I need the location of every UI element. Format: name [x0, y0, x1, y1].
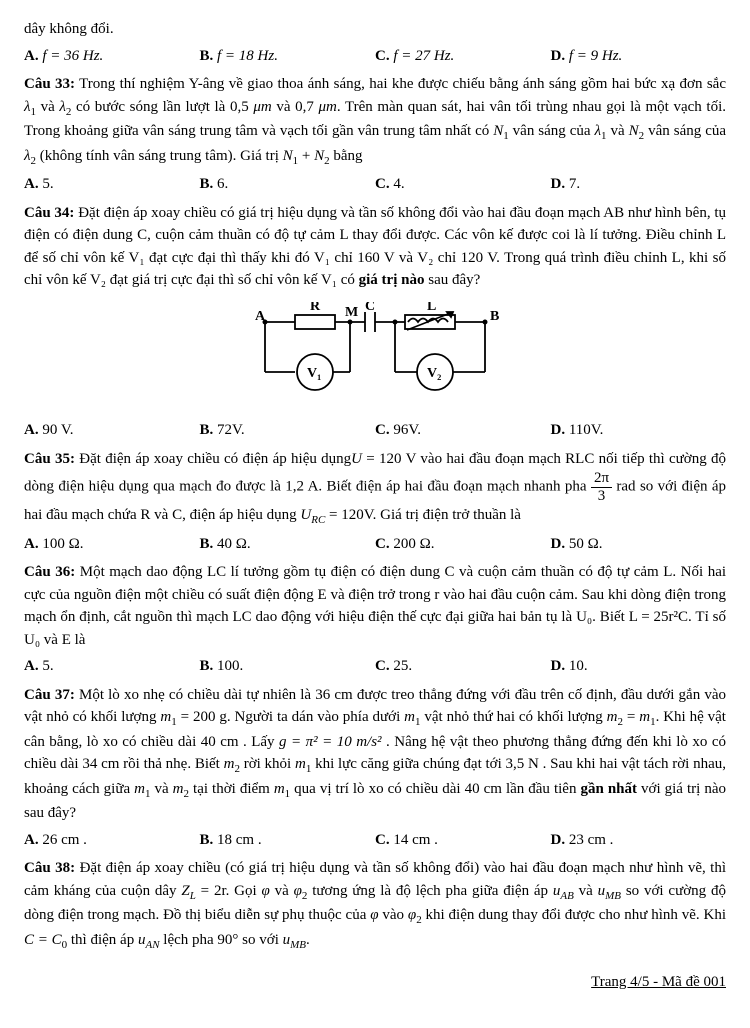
fragment-top: dây không đổi.: [24, 18, 726, 41]
opt-d: D. 23 cm .: [551, 829, 727, 852]
opt-a: A. f = 36 Hz.: [24, 45, 200, 68]
label-L: L: [427, 302, 436, 314]
opt-c: C. 200 Ω.: [375, 533, 551, 556]
q35-options: A. 100 Ω. B. 40 Ω. C. 200 Ω. D. 50 Ω.: [24, 533, 726, 556]
opt-b: B. 40 Ω.: [200, 533, 376, 556]
opt-a: A. 100 Ω.: [24, 533, 200, 556]
opt-d: D. 110V.: [551, 419, 727, 442]
q34-text: Câu 34: Đặt điện áp xoay chiều có giá tr…: [24, 202, 726, 292]
opt-d: D. f = 9 Hz.: [551, 45, 727, 68]
page-footer: Trang 4/5 - Mã đề 001: [24, 971, 726, 994]
opt-b: B. 72V.: [200, 419, 376, 442]
opt-a: A. 90 V.: [24, 419, 200, 442]
label-A: A: [255, 309, 266, 324]
opt-b: B. 6.: [200, 173, 376, 196]
q33-text: Câu 33: Trong thí nghiệm Y-âng về giao t…: [24, 73, 726, 169]
circuit-diagram: A R M C L B V₁ V₂: [24, 302, 726, 410]
label-R: R: [310, 302, 321, 314]
opt-d: D. 7.: [551, 173, 727, 196]
q37-options: A. 26 cm . B. 18 cm . C. 14 cm . D. 23 c…: [24, 829, 726, 852]
opt-b: B. 100.: [200, 655, 376, 678]
opt-c: C. 25.: [375, 655, 551, 678]
opt-a: A. 26 cm .: [24, 829, 200, 852]
opt-c: C. 96V.: [375, 419, 551, 442]
q35-text: Câu 35: Đặt điện áp xoay chiều có điện á…: [24, 448, 726, 529]
opt-a: A. 5.: [24, 173, 200, 196]
q34-options: A. 90 V. B. 72V. C. 96V. D. 110V.: [24, 419, 726, 442]
q36-options: A. 5. B. 100. C. 25. D. 10.: [24, 655, 726, 678]
label-V1: V₁: [307, 366, 321, 381]
q32-options: A. f = 36 Hz. B. f = 18 Hz. C. f = 27 Hz…: [24, 45, 726, 68]
label-C: C: [365, 302, 375, 314]
q36-text: Câu 36: Một mạch dao động LC lí tưởng gồ…: [24, 561, 726, 651]
q33-options: A. 5. B. 6. C. 4. D. 7.: [24, 173, 726, 196]
opt-b: B. 18 cm .: [200, 829, 376, 852]
opt-a: A. 5.: [24, 655, 200, 678]
opt-b: B. f = 18 Hz.: [200, 45, 376, 68]
q38-text: Câu 38: Đặt điện áp xoay chiều (có giá t…: [24, 857, 726, 953]
label-B: B: [490, 309, 499, 324]
label-V2: V₂: [427, 366, 441, 381]
q37-text: Câu 37: Một lò xo nhẹ có chiều dài tự nh…: [24, 684, 726, 825]
label-M: M: [345, 305, 358, 320]
opt-c: C. f = 27 Hz.: [375, 45, 551, 68]
opt-c: C. 14 cm .: [375, 829, 551, 852]
opt-d: D. 10.: [551, 655, 727, 678]
opt-c: C. 4.: [375, 173, 551, 196]
opt-d: D. 50 Ω.: [551, 533, 727, 556]
